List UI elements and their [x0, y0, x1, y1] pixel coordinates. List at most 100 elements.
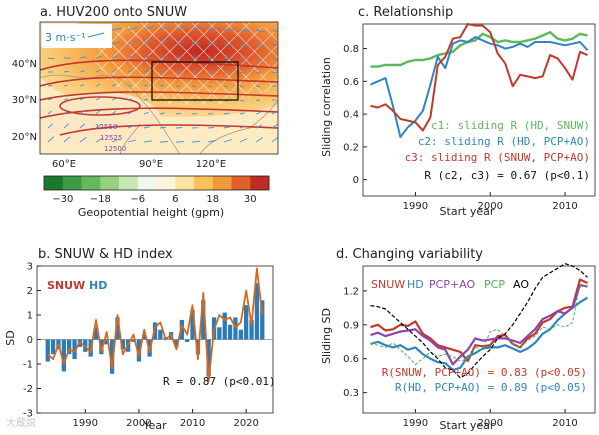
watermark: 大蔵説	[6, 418, 36, 429]
c1-line	[370, 31, 588, 68]
wind-vector-80	[127, 98, 133, 101]
hd-bar-1983	[45, 339, 50, 362]
wind-vector-14	[271, 29, 278, 33]
vector-scale-arrow	[87, 32, 105, 38]
colorbar-tick-4: 18	[206, 194, 219, 205]
contour-label-3: 12500	[104, 145, 126, 153]
wind-vector-117	[239, 125, 247, 129]
c2-line	[370, 36, 589, 138]
d-xtick-0: 1990	[403, 418, 428, 429]
wind-vector-93	[95, 110, 100, 115]
colorbar-tick-0: −30	[52, 194, 73, 205]
wind-vector-42	[239, 57, 247, 61]
c-ytick-2: 0.4	[343, 110, 359, 121]
colorbar-swatch-2	[81, 176, 101, 190]
wind-vector-115	[207, 126, 215, 129]
wind-vector-91	[63, 110, 68, 115]
panel-c-plot: 0 0.2 0.4 0.6 0.8 1990 2000 2010	[343, 23, 596, 212]
hd-bar-2018	[233, 317, 238, 340]
a-xtick-90: 90°E	[139, 159, 163, 170]
legend-b-snuw: SNUW	[47, 279, 85, 292]
hd-bar-1999	[131, 339, 136, 342]
colorbar-tick-1: −18	[90, 194, 111, 205]
a-xtick-120: 120°E	[196, 159, 226, 170]
panel-d-title: d. Changing variability	[336, 247, 483, 262]
wind-vector-111	[143, 126, 151, 129]
legend-d-pcp: PCP	[484, 278, 505, 291]
colorbar-swatch-0	[44, 176, 64, 190]
wind-vector-46	[63, 70, 70, 73]
colorbar-tick-3: 6	[172, 194, 178, 205]
wind-vector-52	[159, 70, 165, 73]
hd-bar-1984	[50, 339, 56, 355]
wind-vector-13	[255, 29, 266, 33]
b-xtick-3: 2020	[233, 418, 258, 429]
wind-vector-4	[111, 27, 123, 31]
wind-vector-124	[111, 138, 120, 143]
wind-vector-6	[143, 25, 154, 31]
hd-bar-1988	[72, 339, 77, 360]
colorbar-swatch-3	[100, 176, 120, 190]
wind-vector-90	[47, 110, 53, 115]
wind-vector-56	[223, 71, 230, 74]
hd-bar-2012	[201, 300, 206, 340]
wind-vector-28	[255, 43, 265, 47]
wind-vector-19	[111, 41, 121, 45]
wind-vector-10	[207, 27, 219, 31]
wind-vector-58	[255, 71, 262, 74]
wind-vector-60	[47, 85, 53, 87]
wind-vector-34	[111, 55, 119, 59]
wind-vector-55	[207, 71, 214, 74]
wind-vector-21	[143, 40, 152, 45]
wind-vector-47	[79, 70, 86, 73]
wind-vector-98	[175, 113, 181, 115]
legend-c1: c1: sliding R (HD, SNUW)	[431, 119, 590, 132]
b-ytick-5: 2	[27, 286, 33, 297]
panel-d-plot: 0.3 0.6 0.9 1.2 1990 2000 2010	[343, 263, 596, 429]
wind-vector-127	[159, 141, 169, 143]
wind-vector-76	[63, 98, 68, 101]
wind-vector-118	[255, 124, 262, 129]
b-ytick-6: 3	[27, 262, 33, 273]
wind-vector-119	[271, 124, 278, 129]
wind-vector-109	[111, 124, 118, 129]
c-ytick-0: 0	[353, 175, 359, 186]
wind-vector-92	[79, 110, 84, 115]
panel-a-frame	[39, 21, 279, 155]
wind-vector-94	[111, 110, 117, 115]
wind-vector-30	[47, 57, 55, 60]
wind-vector-126	[143, 140, 153, 143]
hd-bar-2011	[195, 339, 201, 355]
hd-bar-1996	[115, 317, 120, 340]
panel-d-ylabel: Sliding SD	[320, 308, 333, 364]
colorbar-swatch-8	[194, 176, 214, 190]
hd-bar-1986	[61, 339, 66, 372]
wind-vector-106	[63, 123, 69, 129]
wind-vector-131	[223, 139, 232, 143]
b-ytick-3: 0	[27, 335, 33, 346]
wind-vector-134	[271, 136, 278, 143]
colorbar-swatch-5	[137, 176, 157, 190]
wind-vectors	[47, 25, 278, 143]
wind-vector-57	[239, 71, 245, 74]
vector-scale-label: 3 m·s⁻¹	[45, 31, 86, 44]
wind-vector-122	[79, 136, 87, 143]
c-frame	[362, 23, 596, 197]
hd-bar-1992	[93, 327, 99, 340]
legend-c2: c2: sliding R (HD, PCP+AO)	[418, 135, 590, 148]
contour-label-2: 12525	[100, 134, 122, 142]
wind-vector-102	[239, 112, 245, 115]
legend-d-hd: HD	[407, 278, 424, 291]
wind-vector-72	[239, 85, 245, 88]
wind-vector-103	[255, 111, 261, 115]
d-ytick-1: 0.6	[343, 354, 359, 365]
weak-anomaly-field	[40, 92, 160, 144]
wind-vector-44	[271, 57, 278, 61]
hd-bar-2022	[254, 283, 260, 340]
b-ytick-0: -3	[23, 409, 33, 420]
wind-vector-87	[239, 99, 245, 102]
wind-vector-112	[159, 126, 167, 129]
wind-vector-69	[191, 85, 197, 88]
hd-bar-2001	[142, 334, 147, 340]
